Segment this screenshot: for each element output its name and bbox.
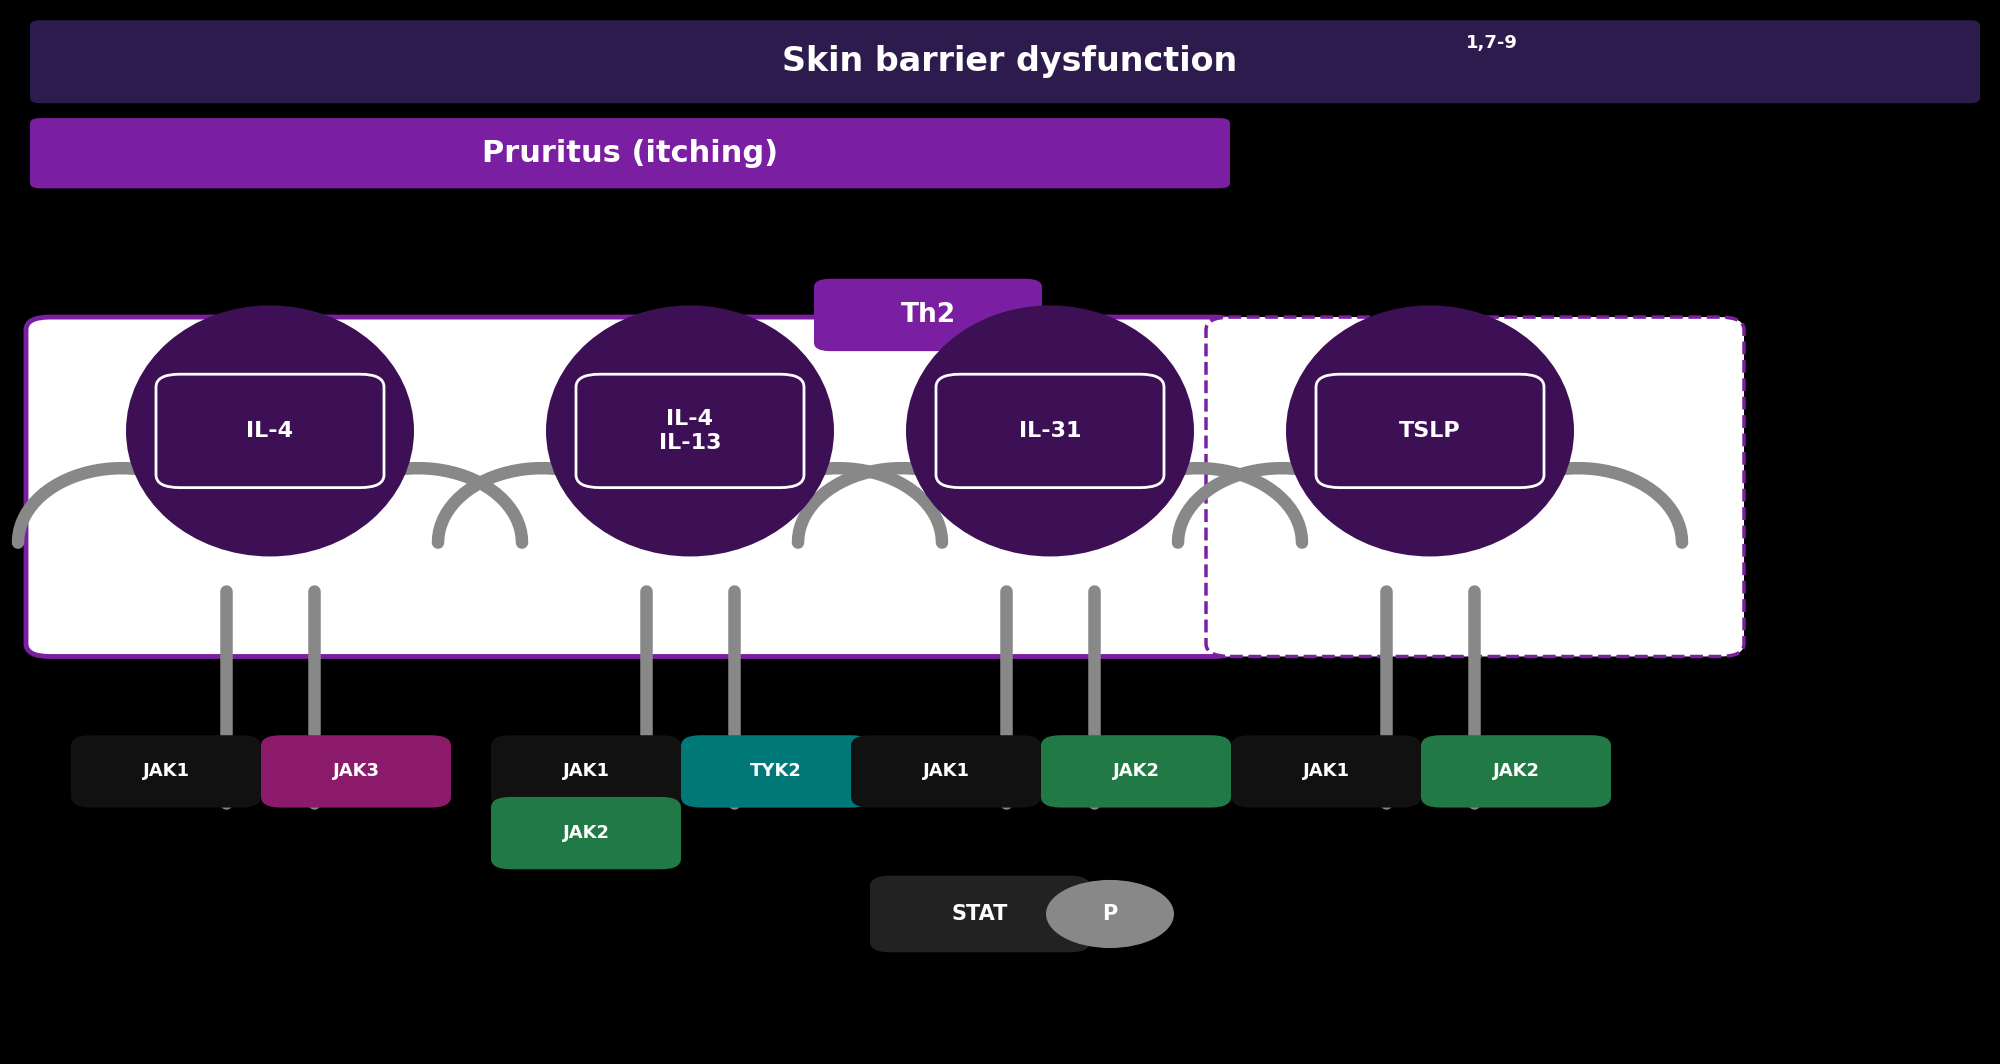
Text: JAK3: JAK3 [332, 763, 380, 780]
FancyBboxPatch shape [1040, 735, 1230, 808]
Text: JAK1: JAK1 [562, 763, 610, 780]
FancyBboxPatch shape [1420, 735, 1612, 808]
FancyBboxPatch shape [492, 797, 680, 869]
Circle shape [1046, 880, 1174, 948]
Text: P: P [1102, 904, 1118, 924]
FancyBboxPatch shape [30, 118, 1230, 188]
Text: STAT: STAT [952, 904, 1008, 924]
Text: TYK2: TYK2 [750, 763, 802, 780]
Text: Skin barrier dysfunction: Skin barrier dysfunction [782, 45, 1238, 79]
Text: TSLP: TSLP [1400, 421, 1460, 440]
Text: JAK1: JAK1 [922, 763, 970, 780]
Ellipse shape [906, 305, 1194, 556]
Text: IL-4: IL-4 [246, 421, 294, 440]
Ellipse shape [1286, 305, 1574, 556]
FancyBboxPatch shape [1206, 317, 1744, 656]
FancyBboxPatch shape [260, 735, 450, 808]
Text: JAK2: JAK2 [1112, 763, 1160, 780]
FancyBboxPatch shape [680, 735, 872, 808]
Text: JAK1: JAK1 [142, 763, 190, 780]
Text: Th2: Th2 [900, 302, 956, 328]
FancyBboxPatch shape [492, 735, 680, 808]
Text: JAK2: JAK2 [1492, 763, 1540, 780]
Text: 1,7-9: 1,7-9 [1466, 34, 1518, 51]
FancyBboxPatch shape [870, 876, 1090, 952]
Text: Pruritus (itching): Pruritus (itching) [482, 138, 778, 168]
FancyBboxPatch shape [26, 317, 1238, 656]
Text: JAK2: JAK2 [562, 825, 610, 842]
Text: JAK1: JAK1 [1302, 763, 1350, 780]
Ellipse shape [546, 305, 834, 556]
FancyBboxPatch shape [72, 735, 260, 808]
FancyBboxPatch shape [30, 20, 1980, 103]
Ellipse shape [126, 305, 414, 556]
FancyBboxPatch shape [814, 279, 1042, 351]
Text: IL-4
IL-13: IL-4 IL-13 [658, 410, 722, 452]
FancyBboxPatch shape [852, 735, 1040, 808]
FancyBboxPatch shape [1232, 735, 1420, 808]
Text: IL-31: IL-31 [1018, 421, 1082, 440]
